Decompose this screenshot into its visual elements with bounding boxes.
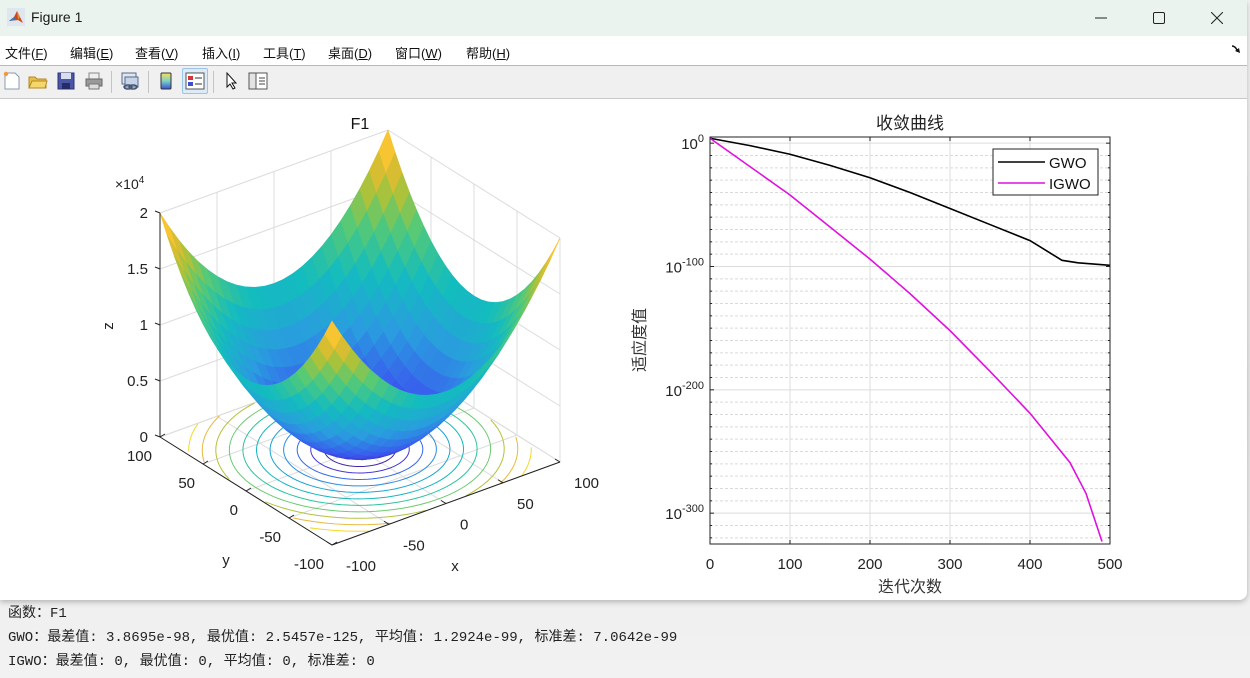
title-bar: Figure 1	[0, 0, 1247, 36]
convergence-title: 收敛曲线	[876, 114, 944, 133]
svg-text:10-300: 10-300	[665, 503, 704, 523]
series-gwo	[709, 137, 1111, 267]
svg-text:100: 100	[681, 133, 704, 153]
svg-text:300: 300	[937, 556, 962, 573]
svg-text:500: 500	[1097, 556, 1122, 573]
menu-tools[interactable]: 工具(T)	[263, 46, 306, 61]
link-plot-button[interactable]	[119, 70, 141, 92]
svg-text:-50: -50	[403, 537, 425, 554]
surface-title: F1	[351, 116, 370, 133]
svg-text:0: 0	[706, 556, 714, 573]
svg-text:-100: -100	[294, 556, 324, 573]
property-inspector-button[interactable]	[247, 70, 269, 92]
svg-text:400: 400	[1017, 556, 1042, 573]
figure-window: Figure 1 文件(F) 编辑(E) 查看(V) 插入(I) 工具(T) 桌…	[0, 0, 1247, 600]
minimize-icon	[1095, 17, 1107, 19]
svg-text:200: 200	[857, 556, 882, 573]
print-button[interactable]	[83, 70, 105, 92]
toolbar-separator	[148, 71, 149, 93]
convergence-x-label: 迭代次数	[878, 578, 942, 596]
svg-text:1: 1	[140, 317, 148, 334]
toolbar	[0, 66, 1247, 99]
console-line-igwo: IGWO：最差值: 0, 最优值: 0, 平均值: 0, 标准差: 0	[8, 654, 375, 670]
menu-desktop[interactable]: 桌面(D)	[328, 46, 373, 61]
command-window-output: 函数：F1 GWO：最差值: 3.8695e-98, 最优值: 2.5457e-…	[0, 600, 1250, 678]
svg-text:-100: -100	[346, 558, 376, 575]
menu-file[interactable]: 文件(F)	[5, 46, 48, 61]
surface-plot-f1[interactable]: 0 0.5 1 1.5 2 -100 -50 0 50 100 -100 -50 0 50 100 F1 ×…	[0, 99, 640, 600]
matlab-logo-icon	[7, 8, 25, 26]
maximize-icon	[1153, 12, 1165, 24]
z-axis-label: z	[100, 322, 117, 330]
save-button[interactable]	[55, 70, 77, 92]
menu-help[interactable]: 帮助(H)	[466, 46, 511, 61]
convergence-plot[interactable]: 0 100 200 300 400 500 100 10-100 10-200 10-300 收敛…	[627, 99, 1247, 600]
svg-text:10-200: 10-200	[665, 380, 704, 400]
console-line-gwo: GWO：最差值: 3.8695e-98, 最优值: 2.5457e-125, 平…	[8, 630, 678, 646]
new-figure-icon	[3, 71, 20, 90]
convergence-axes: 0 100 200 300 400 500 100 10-100 10-200 10-300	[665, 133, 1122, 573]
pointer-icon	[226, 71, 238, 90]
convergence-lines	[709, 137, 1111, 542]
save-icon	[57, 72, 75, 90]
console-line-function: 函数：F1	[8, 606, 67, 622]
svg-text:50: 50	[517, 496, 534, 513]
svg-text:1.5: 1.5	[127, 261, 148, 278]
maximize-button[interactable]	[1130, 0, 1188, 36]
close-icon	[1211, 12, 1223, 24]
svg-text:100: 100	[127, 448, 152, 465]
menu-view[interactable]: 查看(V)	[135, 46, 179, 61]
figure-canvas: 0 0.5 1 1.5 2 -100 -50 0 50 100 -100 -50 0 50 100 F1 ×…	[0, 99, 1247, 600]
series-igwo	[709, 137, 1103, 542]
svg-text:50: 50	[178, 475, 195, 492]
open-button[interactable]	[27, 70, 49, 92]
pointer-button[interactable]	[221, 70, 243, 92]
colorbar-icon	[160, 72, 172, 90]
svg-text:100: 100	[777, 556, 802, 573]
y-axis-label: y	[222, 552, 230, 569]
window-title: Figure 1	[31, 9, 83, 25]
print-icon	[85, 72, 103, 90]
new-figure-button[interactable]	[1, 70, 23, 92]
legend[interactable]: GWO IGWO	[992, 148, 1099, 196]
link-plot-icon	[121, 72, 139, 90]
z-exponent-label: ×104	[115, 175, 145, 192]
menu-bar: 文件(F) 编辑(E) 查看(V) 插入(I) 工具(T) 桌面(D) 窗口(W…	[0, 36, 1247, 66]
legend-button[interactable]	[182, 68, 208, 94]
svg-text:2: 2	[140, 205, 148, 222]
convergence-y-label: 适应度值	[630, 308, 649, 372]
legend-gwo-label: GWO	[1049, 155, 1087, 172]
legend-icon	[185, 72, 205, 90]
legend-igwo-label: IGWO	[1049, 176, 1091, 193]
svg-text:0: 0	[140, 429, 148, 446]
minimize-button[interactable]	[1072, 0, 1130, 36]
svg-text:100: 100	[574, 475, 599, 492]
svg-text:0.5: 0.5	[127, 373, 148, 390]
toolbar-separator	[213, 71, 214, 93]
toolbar-separator	[111, 71, 112, 93]
surface-axes: 0 0.5 1 1.5 2 -100 -50 0 50 100 -100 -50 0 50 100	[127, 205, 599, 575]
svg-text:0: 0	[460, 517, 468, 534]
surface-mesh	[159, 129, 561, 461]
x-axis-label: x	[451, 558, 459, 575]
svg-text:-50: -50	[259, 529, 281, 546]
svg-text:10-100: 10-100	[665, 257, 704, 277]
property-inspector-icon	[248, 72, 268, 90]
open-folder-icon	[28, 76, 48, 89]
menu-edit[interactable]: 编辑(E)	[70, 46, 114, 61]
dock-arrow-icon[interactable]	[1231, 44, 1241, 54]
menu-insert[interactable]: 插入(I)	[202, 46, 241, 61]
svg-text:0: 0	[230, 502, 238, 519]
menu-window[interactable]: 窗口(W)	[395, 46, 442, 61]
convergence-grid	[710, 137, 1110, 544]
close-button[interactable]	[1188, 0, 1246, 36]
colorbar-button[interactable]	[155, 70, 177, 92]
